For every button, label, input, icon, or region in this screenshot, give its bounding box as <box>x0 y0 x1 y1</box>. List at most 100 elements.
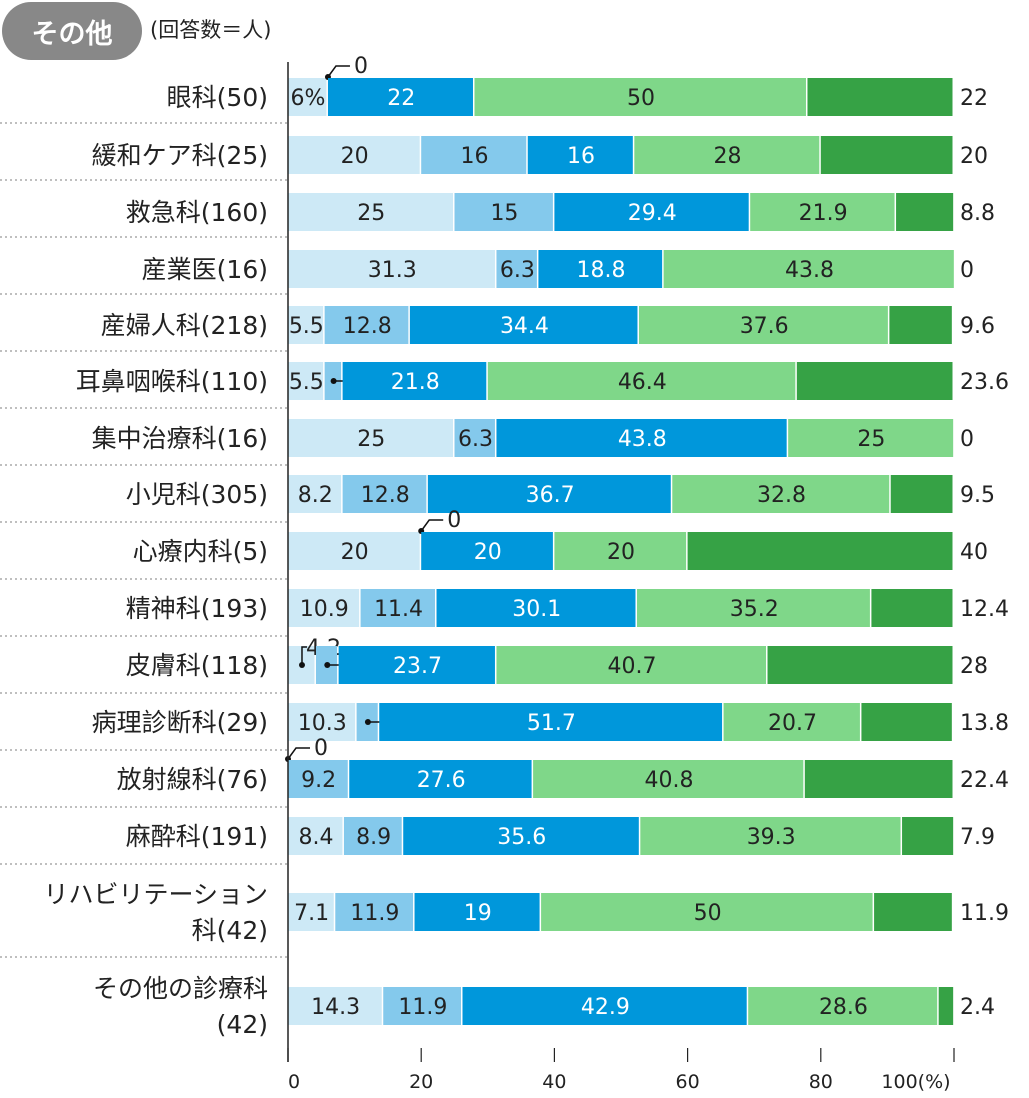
value-label: 31.3 <box>368 258 417 283</box>
value-label: 6.3 <box>500 258 535 283</box>
x-tick-label: 20 <box>409 1071 433 1093</box>
value-label: 0 <box>960 258 974 283</box>
value-label: 20 <box>607 540 635 565</box>
value-label: 28 <box>960 654 988 679</box>
value-label: 8.8 <box>960 201 995 226</box>
value-label: 21.9 <box>799 201 848 226</box>
value-label: 6.3 <box>458 427 493 452</box>
value-label: 11.9 <box>398 995 447 1020</box>
value-label: 11.9 <box>350 901 399 926</box>
value-label: 30.1 <box>512 597 561 622</box>
bar-segment <box>288 589 360 627</box>
value-label: 8.2 <box>298 483 333 508</box>
bar-segment <box>896 193 954 231</box>
value-label: 12.8 <box>361 483 410 508</box>
bar-segment <box>288 306 324 344</box>
value-label: 42.9 <box>581 995 630 1020</box>
bar-segment <box>638 306 888 344</box>
bar-segment <box>436 589 636 627</box>
bar-segment <box>636 589 870 627</box>
bar-segment <box>383 987 461 1025</box>
bar-segment <box>288 475 342 513</box>
bar-segment <box>454 193 553 231</box>
bar-segment <box>288 703 356 741</box>
bar-segment <box>409 306 638 344</box>
value-label: 21.8 <box>391 370 440 395</box>
bar-segment <box>288 78 327 116</box>
bar-segment <box>324 306 409 344</box>
value-label: 35.2 <box>730 597 779 622</box>
category-label: 麻酔科(191) <box>126 822 268 851</box>
bar-segment <box>889 306 952 344</box>
bar-segment <box>902 817 954 855</box>
bar-segment <box>288 817 343 855</box>
bar-segment <box>327 78 473 116</box>
bar-segment <box>335 893 414 931</box>
value-label: 12.4 <box>960 597 1009 622</box>
category-label: リハビリテーション <box>43 880 268 909</box>
category-label: 放射線科(76) <box>117 765 268 794</box>
bar-segment <box>288 362 324 400</box>
value-label: 16 <box>567 144 595 169</box>
value-label: 5.5 <box>289 314 324 339</box>
category-label: 心療内科(5) <box>133 537 268 566</box>
value-label: 13.8 <box>960 711 1009 736</box>
bar-segment <box>804 760 953 798</box>
bar-segment <box>462 987 747 1025</box>
value-label: 28.6 <box>819 995 868 1020</box>
category-label: 救急科(160) <box>126 198 268 227</box>
value-label: 27.6 <box>417 768 466 793</box>
bar-segment <box>288 893 334 931</box>
value-label: 43.8 <box>785 258 834 283</box>
category-badge: その他 <box>2 2 142 60</box>
value-label: 20 <box>341 144 369 169</box>
bar-segment <box>379 703 723 741</box>
respondent-note: (回答数＝人) <box>150 18 272 42</box>
value-label: 0 <box>447 508 461 533</box>
bar-segment <box>554 193 749 231</box>
bar-segment <box>750 193 895 231</box>
category-label: 小児科(305) <box>126 480 268 509</box>
value-label: 5.5 <box>289 370 324 395</box>
bar-segment <box>421 532 553 570</box>
bar-segment <box>288 250 495 288</box>
value-label: 9.6 <box>960 314 995 339</box>
bar-segment <box>723 703 860 741</box>
bar-segment <box>496 419 787 457</box>
callout-line <box>287 747 310 760</box>
value-label: 14.3 <box>311 995 360 1020</box>
value-label: 22 <box>387 86 415 111</box>
x-tick-label: 100(%) <box>881 1071 950 1093</box>
value-label: 39.3 <box>747 825 796 850</box>
bar-segment <box>748 987 938 1025</box>
x-tick-label: 40 <box>542 1071 566 1093</box>
category-label: 眼科(50) <box>167 83 268 112</box>
bar-segment <box>288 136 420 174</box>
bar-segment <box>554 532 687 570</box>
value-label: 20 <box>474 540 502 565</box>
bar-segment <box>640 817 901 855</box>
value-label: 46.4 <box>618 370 667 395</box>
value-label: 10.3 <box>298 711 347 736</box>
bar-segment <box>767 646 953 684</box>
value-label: 25 <box>857 427 885 452</box>
bar-segment <box>288 760 348 798</box>
bar-segment <box>796 362 953 400</box>
category-label: 集中治療科(16) <box>92 424 268 453</box>
value-label: 10.9 <box>300 597 349 622</box>
value-label: 9.2 <box>301 768 336 793</box>
category-label: 病理診断科(29) <box>92 708 268 737</box>
value-label: 50 <box>627 86 655 111</box>
category-label: 緩和ケア科(25) <box>92 141 268 170</box>
bar-segment <box>342 362 487 400</box>
value-label: 23.6 <box>960 370 1009 395</box>
value-label: 2.4 <box>960 995 995 1020</box>
bar-segment <box>672 475 890 513</box>
value-label: 12.8 <box>343 314 392 339</box>
bar-segment <box>288 419 453 457</box>
bar-segment <box>541 893 873 931</box>
value-label: 51.7 <box>527 711 576 736</box>
value-label: 43.8 <box>618 427 667 452</box>
